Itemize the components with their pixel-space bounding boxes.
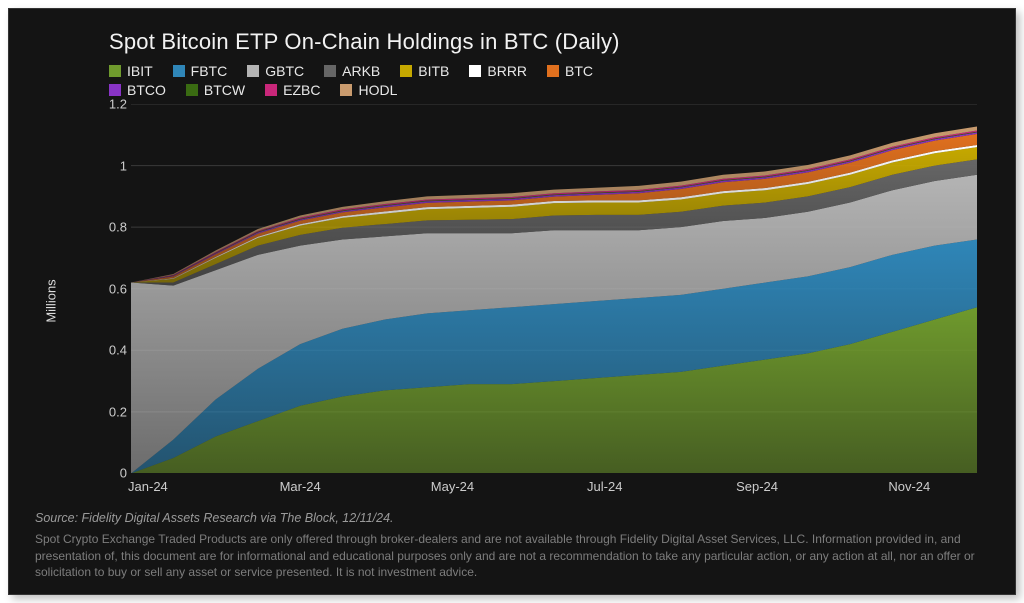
legend-swatch	[186, 84, 198, 96]
legend-item-brrr: BRRR	[469, 63, 527, 79]
y-tick: 1	[120, 158, 127, 173]
legend-label: BITB	[418, 63, 449, 79]
legend-swatch	[247, 65, 259, 77]
legend-label: BRRR	[487, 63, 527, 79]
chart-svg	[131, 104, 977, 473]
y-tick: 1.2	[109, 97, 127, 112]
chart-zone: Millions 00.20.40.60.811.2Jan-24Mar-24Ma…	[31, 104, 993, 497]
legend-label: HODL	[358, 82, 397, 98]
legend-label: BTCW	[204, 82, 245, 98]
legend-item-hodl: HODL	[340, 82, 397, 98]
legend-item-ezbc: EZBC	[265, 82, 320, 98]
legend-swatch	[265, 84, 277, 96]
x-tick: May-24	[431, 479, 474, 494]
legend-item-gbtc: GBTC	[247, 63, 304, 79]
legend-swatch	[109, 84, 121, 96]
y-tick: 0.2	[109, 404, 127, 419]
legend-label: IBIT	[127, 63, 153, 79]
legend-label: EZBC	[283, 82, 320, 98]
disclaimer-text: Spot Crypto Exchange Traded Products are…	[35, 531, 989, 580]
source-text: Source: Fidelity Digital Assets Research…	[35, 511, 993, 525]
legend-swatch	[173, 65, 185, 77]
legend-label: FBTC	[191, 63, 228, 79]
plot-area	[131, 104, 977, 473]
legend-label: BTC	[565, 63, 593, 79]
legend-label: BTCO	[127, 82, 166, 98]
legend-swatch	[400, 65, 412, 77]
legend-item-ibit: IBIT	[109, 63, 153, 79]
page-frame: Spot Bitcoin ETP On-Chain Holdings in BT…	[0, 0, 1024, 603]
legend-swatch	[324, 65, 336, 77]
x-tick: Jan-24	[128, 479, 168, 494]
legend: IBIT FBTC GBTC ARKB BITB BRRR BTC BTCO BTCW EZBC H…	[109, 63, 669, 98]
legend-swatch	[109, 65, 121, 77]
legend-swatch	[340, 84, 352, 96]
y-tick: 0	[120, 466, 127, 481]
legend-item-bitb: BITB	[400, 63, 449, 79]
y-tick: 0.8	[109, 220, 127, 235]
chart-title: Spot Bitcoin ETP On-Chain Holdings in BT…	[109, 29, 993, 55]
x-tick: Nov-24	[888, 479, 930, 494]
legend-label: ARKB	[342, 63, 380, 79]
legend-item-btc: BTC	[547, 63, 593, 79]
y-tick: 0.6	[109, 281, 127, 296]
legend-swatch	[469, 65, 481, 77]
y-axis-label: Millions	[44, 279, 59, 322]
legend-label: GBTC	[265, 63, 304, 79]
legend-item-arkb: ARKB	[324, 63, 380, 79]
x-tick: Mar-24	[280, 479, 321, 494]
chart-card: Spot Bitcoin ETP On-Chain Holdings in BT…	[8, 8, 1016, 595]
x-tick: Sep-24	[736, 479, 778, 494]
legend-item-fbtc: FBTC	[173, 63, 228, 79]
y-tick: 0.4	[109, 343, 127, 358]
legend-swatch	[547, 65, 559, 77]
x-tick: Jul-24	[587, 479, 622, 494]
legend-item-btcw: BTCW	[186, 82, 245, 98]
